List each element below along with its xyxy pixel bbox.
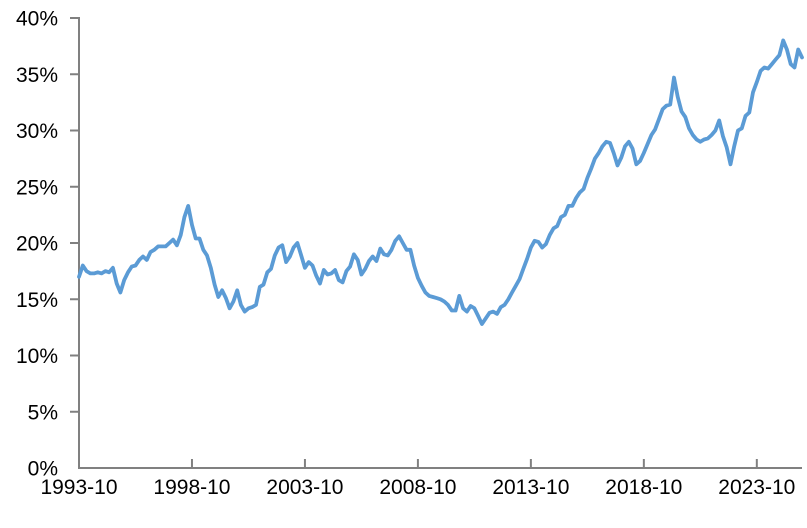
data-line [77,38,804,326]
y-tick-label: 35% [16,64,58,87]
y-tick-label: 20% [16,233,58,256]
y-tick-label: 0% [28,458,58,481]
y-tick-label: 15% [16,289,58,312]
x-tick-label: 1993-10 [40,476,117,499]
x-tick-label: 2013-10 [492,476,569,499]
x-tick-label: 2018-10 [605,476,682,499]
y-tick-label: 5% [28,401,58,424]
y-tick-label: 30% [16,120,58,143]
x-tick-label: 1998-10 [153,476,230,499]
x-tick-label: 2023-10 [718,476,795,499]
y-tick-label: 10% [16,345,58,368]
x-tick-label: 2008-10 [379,476,456,499]
x-tick-label: 2003-10 [266,476,343,499]
y-tick-label: 25% [16,176,58,199]
y-tick-label: 40% [16,8,58,31]
